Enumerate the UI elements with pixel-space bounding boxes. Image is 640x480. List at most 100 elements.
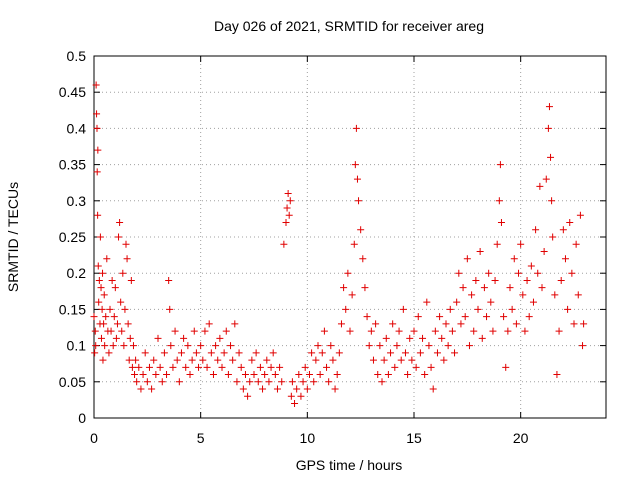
data-point [476, 247, 484, 255]
data-point [465, 342, 473, 350]
data-point [118, 327, 126, 335]
data-point [353, 175, 361, 183]
data-point [455, 269, 463, 277]
data-point [544, 124, 552, 132]
data-point [105, 349, 113, 357]
data-point [389, 320, 397, 328]
data-point [485, 269, 493, 277]
data-point [557, 276, 565, 284]
data-point [171, 327, 179, 335]
data-point [207, 349, 215, 357]
data-point [303, 385, 311, 393]
data-point [182, 363, 190, 371]
data-point [165, 276, 173, 284]
data-point [186, 371, 194, 379]
data-point [510, 255, 518, 263]
data-point [286, 197, 294, 205]
data-point [299, 378, 307, 386]
data-point [574, 291, 582, 299]
data-point [566, 219, 574, 227]
data-point [103, 255, 111, 263]
data-point [463, 255, 471, 263]
y-axis-label: SRMTID / TECUs [5, 182, 21, 292]
y-tick-label: 0.3 [67, 193, 87, 209]
data-point [318, 349, 326, 357]
x-tick-label: 5 [197, 430, 205, 446]
data-point [177, 349, 185, 357]
data-point [340, 284, 348, 292]
data-point [224, 371, 232, 379]
data-point [579, 342, 587, 350]
data-point [145, 363, 153, 371]
data-point [561, 255, 569, 263]
data-point [555, 327, 563, 335]
data-point [580, 320, 588, 328]
data-point [107, 327, 115, 335]
data-point [209, 371, 217, 379]
data-point [231, 320, 239, 328]
data-point [320, 327, 328, 335]
data-point [457, 320, 465, 328]
data-point [446, 305, 454, 313]
y-tick-label: 0.4 [67, 120, 87, 136]
data-point [367, 327, 375, 335]
data-point [128, 363, 136, 371]
data-point [287, 392, 295, 400]
data-point [94, 262, 102, 270]
data-point [121, 305, 129, 313]
data-point [483, 313, 491, 321]
data-point [440, 356, 448, 364]
data-point [244, 392, 252, 400]
data-point [310, 378, 318, 386]
data-point [214, 356, 222, 364]
data-point [352, 124, 360, 132]
data-point [397, 356, 405, 364]
data-point [470, 327, 478, 335]
y-tick-label: 0.15 [59, 301, 86, 317]
data-point [184, 342, 192, 350]
data-point [297, 392, 305, 400]
data-point [532, 226, 540, 234]
data-point [102, 313, 110, 321]
data-point [150, 356, 158, 364]
data-point [355, 197, 363, 205]
data-point [480, 284, 488, 292]
data-point [199, 356, 207, 364]
data-point [391, 363, 399, 371]
data-point [427, 363, 435, 371]
data-point [496, 161, 504, 169]
data-point [429, 385, 437, 393]
data-point [139, 371, 147, 379]
data-point [295, 371, 303, 379]
data-point [227, 342, 235, 350]
data-point [500, 313, 508, 321]
data-point [282, 219, 290, 227]
y-tick-label: 0.45 [59, 84, 86, 100]
data-point [116, 219, 124, 227]
data-point [547, 153, 555, 161]
data-point [327, 342, 335, 350]
data-point [453, 298, 461, 306]
data-point [201, 327, 209, 335]
data-point [344, 269, 352, 277]
data-point [472, 276, 480, 284]
data-point [410, 327, 418, 335]
data-point [374, 371, 382, 379]
data-point [525, 313, 533, 321]
data-point [112, 334, 120, 342]
data-point [93, 124, 101, 132]
data-point [504, 327, 512, 335]
data-point [190, 327, 198, 335]
data-point [291, 400, 299, 408]
data-point [412, 363, 420, 371]
data-point [542, 175, 550, 183]
data-point [123, 255, 131, 263]
data-point [538, 284, 546, 292]
data-point [256, 363, 264, 371]
data-point [534, 269, 542, 277]
data-point [285, 211, 293, 219]
data-point [305, 371, 313, 379]
data-point [97, 284, 105, 292]
data-point [137, 385, 145, 393]
data-point [461, 313, 469, 321]
